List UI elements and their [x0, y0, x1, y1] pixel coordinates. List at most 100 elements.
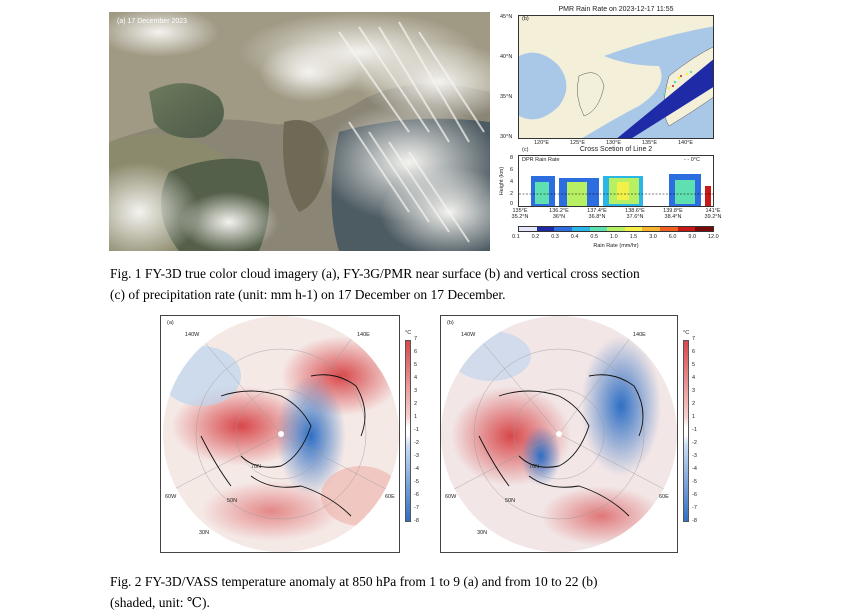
fig1-panel-c-label: (c) — [522, 147, 529, 153]
colorbar-tick: 1.0 — [610, 234, 618, 240]
fig1-panel-b-label: (b) — [522, 16, 529, 22]
colorbar-swatch — [677, 227, 696, 231]
colorbar-tick: 0.5 — [590, 234, 599, 240]
lat-label-30n: 30N — [199, 530, 210, 536]
lon-label-60w: 60W — [445, 494, 457, 500]
lat-label-70n: 70N — [251, 464, 262, 470]
colorbar-tick: 6.0 — [668, 234, 677, 240]
lon-label-60w: 60W — [165, 494, 177, 500]
x-tick-lat: 36.8°N — [588, 214, 606, 220]
x-tick: 138.6°E 37.6°N — [620, 208, 650, 220]
colorbar-tick: 7 — [692, 336, 696, 342]
colorbar-tick: -2 — [692, 440, 697, 446]
fig1-panel-c-series: DPR Rain Rate — [522, 157, 560, 163]
fig1-panel-c-legend: - - 0°C — [684, 157, 700, 163]
temp-colorbar-strip — [405, 340, 411, 522]
y-tick: 0 — [510, 201, 514, 207]
temp-colorbar-ticks: 7 6 5 4 3 2 1 -1 -2 -3 -4 -5 -6 -7 -8 — [692, 336, 708, 524]
legend-text: 0°C — [690, 157, 700, 163]
colorbar-tick: 0.2 — [531, 234, 540, 240]
fig2-panel-b: (b) 140W 140E 60W 60E 70N 50N 30N — [440, 315, 678, 553]
fig1-caption: Fig. 1 FY-3D true color cloud imagery (a… — [110, 263, 810, 305]
colorbar-tick: 3 — [414, 388, 418, 394]
lat-label-50n: 50N — [505, 498, 516, 504]
lat-tick: 40°N — [500, 54, 513, 60]
colorbar-unit: °C — [683, 330, 690, 336]
colorbar-tick: -1 — [414, 427, 419, 433]
colorbar-tick: 9.0 — [688, 234, 697, 240]
colorbar-tick: 12.0 — [708, 234, 719, 240]
x-tick-lon: 135°E — [512, 208, 528, 214]
fig2-colorbar-b: °C 7 6 5 4 3 2 1 -1 -2 -3 -4 -5 -6 -7 -8 — [683, 330, 713, 530]
colorbar-tick: -3 — [692, 453, 697, 459]
x-tick-lon: 138.6°E — [625, 208, 645, 214]
x-tick-lat: 38.4°N — [664, 214, 682, 220]
colorbar-tick: -1 — [692, 427, 697, 433]
x-tick-lat: 36°N — [552, 214, 566, 220]
colorbar-swatch — [589, 227, 608, 231]
lat-tick: 45°N — [500, 14, 513, 20]
lon-label-60e: 60E — [385, 494, 395, 500]
colorbar-unit: °C — [405, 330, 412, 336]
colorbar-tick: 0.1 — [512, 234, 520, 240]
colorbar-tick: 4 — [414, 375, 418, 381]
fig2-caption-line2: (shaded, unit: ℃). — [110, 595, 210, 610]
colorbar-tick: -6 — [692, 492, 697, 498]
fig1-caption-line1: Fig. 1 FY-3D true color cloud imagery (a… — [110, 266, 640, 281]
fig1-panel-b-map — [518, 15, 714, 139]
x-tick-lat: 35.2°N — [511, 214, 529, 220]
x-tick: 141°E 39.2°N — [698, 208, 728, 220]
x-tick-lon: 136.2°E — [549, 208, 569, 214]
colorbar-tick: 7 — [414, 336, 418, 342]
colorbar-tick: -7 — [414, 505, 419, 511]
y-tick: 6 — [510, 167, 514, 173]
temp-colorbar-strip — [683, 340, 689, 522]
x-tick-lat: 37.6°N — [626, 214, 644, 220]
colorbar-tick: 5 — [414, 362, 418, 368]
y-tick: 4 — [510, 179, 514, 185]
lon-label-60e: 60E — [659, 494, 669, 500]
fig1-caption-line2: (c) of precipitation rate (unit: mm h-1)… — [110, 287, 506, 302]
y-tick: 8 — [510, 155, 514, 161]
colorbar-swatch — [536, 227, 555, 231]
fig2-panel-b-label: (b) — [447, 320, 454, 326]
x-tick: 135°E 35.2°N — [508, 208, 532, 220]
colorbar-tick: 0.4 — [570, 234, 579, 240]
colorbar-tick: 1 — [692, 414, 696, 420]
fig2-panel-a: (a) 140W 140E 60W 60E 70N 50N 30N — [160, 315, 400, 553]
colorbar-tick: 0.3 — [551, 234, 559, 240]
colorbar-swatch — [624, 227, 643, 231]
colorbar-swatch — [571, 227, 590, 231]
fig1-panel-b-title: PMR Rain Rate on 2023-12-17 11:55 — [558, 6, 674, 13]
colorbar-tick: 4 — [692, 375, 696, 381]
fig1-panel-b: PMR Rain Rate on 2023-12-17 11:55 (b) 45… — [496, 6, 736, 146]
lon-tick: 120°E — [534, 140, 550, 146]
lon-label-140w: 140W — [461, 332, 476, 338]
colorbar-tick: 3.0 — [649, 234, 657, 240]
x-tick: 139.8°E 38.4°N — [658, 208, 688, 220]
colorbar-swatch — [607, 227, 625, 231]
colorbar-tick: 6 — [414, 349, 418, 355]
lat-tick: 30°N — [500, 134, 513, 140]
temp-colorbar-ticks: 7 6 5 4 3 2 1 -1 -2 -3 -4 -5 -6 -7 -8 — [414, 336, 430, 524]
fig1-panel-c-ylabel: Height (km) — [499, 166, 505, 196]
colorbar-swatch — [660, 227, 678, 231]
colorbar-swatch — [642, 227, 661, 231]
colorbar-swatch — [695, 227, 714, 231]
fig1-panel-c-title: Cross Scetion of Line 2 — [579, 146, 653, 153]
fig2-panel-a-label: (a) — [167, 320, 174, 326]
colorbar-tick: -4 — [414, 466, 419, 472]
colorbar-tick: 1 — [414, 414, 418, 420]
fig2-colorbar-a: °C 7 6 5 4 3 2 1 -1 -2 -3 -4 -5 -6 -7 -8 — [405, 330, 435, 530]
lat-label-50n: 50N — [227, 498, 238, 504]
lat-label-70n: 70N — [529, 464, 540, 470]
colorbar-tick: 1.5 — [629, 234, 638, 240]
colorbar-tick: -7 — [692, 505, 697, 511]
colorbar-tick: 3 — [692, 388, 696, 394]
fig2-caption: Fig. 2 FY-3D/VASS temperature anomaly at… — [110, 571, 810, 613]
colorbar-tick: 6 — [692, 349, 696, 355]
lon-tick: 140°E — [678, 140, 694, 146]
colorbar-tick: 5 — [692, 362, 696, 368]
lon-tick: 135°E — [642, 140, 658, 146]
colorbar-tick: -5 — [414, 479, 419, 485]
